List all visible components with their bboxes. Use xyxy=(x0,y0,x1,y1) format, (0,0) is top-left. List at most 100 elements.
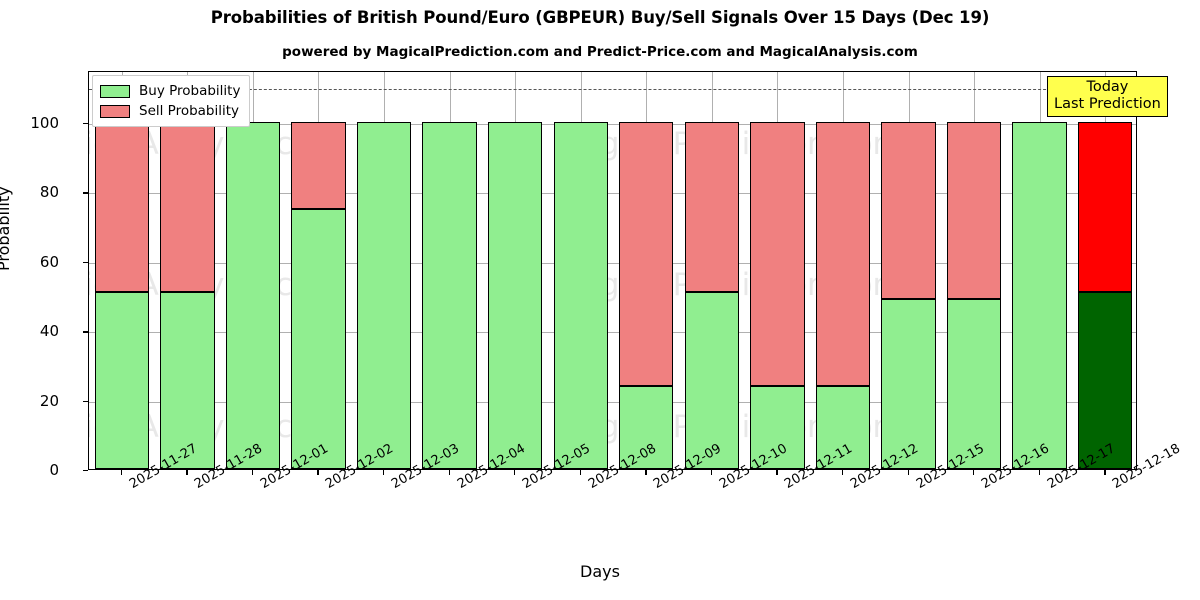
bar-segment-buy[interactable] xyxy=(225,122,281,469)
today-annotation: Today Last Prediction xyxy=(1047,76,1168,118)
bar-group[interactable] xyxy=(422,72,477,469)
x-axis-tick-label: 2025-11-27 xyxy=(127,441,200,492)
bar-segment-buy[interactable] xyxy=(94,292,149,469)
legend-label-sell: Sell Probability xyxy=(139,103,240,119)
x-axis-tick-mark xyxy=(973,470,975,475)
x-axis-tick-mark xyxy=(907,470,909,475)
x-axis-tick-label: 2025-12-17 xyxy=(1045,441,1118,492)
bar-group[interactable] xyxy=(487,72,543,469)
x-axis-tick-mark xyxy=(710,470,713,475)
gridline-horizontal xyxy=(89,124,1136,126)
x-axis-tick-mark xyxy=(317,470,319,475)
bar-group[interactable] xyxy=(356,72,412,469)
gridline-horizontal xyxy=(89,332,1136,334)
x-axis-tick-mark xyxy=(186,470,188,475)
bar-group[interactable] xyxy=(881,72,936,469)
bar-segment-buy[interactable] xyxy=(815,385,871,469)
bar-segment-buy[interactable] xyxy=(750,385,805,469)
bar-group[interactable] xyxy=(946,72,1002,469)
gridline-horizontal xyxy=(89,401,1136,403)
x-axis-tick-mark xyxy=(1104,470,1106,475)
y-axis-tick-mark xyxy=(83,331,88,333)
bar-segment-buy[interactable] xyxy=(881,299,936,469)
x-axis-tick-label: 2025-12-05 xyxy=(520,441,593,492)
today-annotation-line2: Last Prediction xyxy=(1054,96,1161,113)
x-axis-tick-mark xyxy=(383,470,385,475)
y-axis-tick-label: 100 xyxy=(30,114,59,133)
x-axis-tick-mark xyxy=(841,470,844,475)
y-axis-tick-label: 40 xyxy=(39,322,59,341)
gridline-horizontal xyxy=(89,262,1136,264)
x-axis-label: Days xyxy=(580,562,620,581)
x-axis-tick-mark xyxy=(120,470,123,475)
bar-segment-sell[interactable] xyxy=(946,122,1002,299)
bar-segment-buy[interactable] xyxy=(291,208,346,469)
plot-inner: MagicalAnalysis.comMagicalPrediction.com… xyxy=(89,72,1136,469)
bar-segment-buy[interactable] xyxy=(356,122,412,469)
bar-segment-sell[interactable] xyxy=(291,122,346,209)
x-axis-tick-label: 2025-12-11 xyxy=(782,441,855,492)
gridline-horizontal xyxy=(89,193,1136,195)
y-axis-tick-mark xyxy=(83,470,88,472)
bar-segment-sell[interactable] xyxy=(684,122,740,293)
bar-group[interactable] xyxy=(815,72,871,469)
page-title: Probabilities of British Pound/Euro (GBP… xyxy=(210,8,990,27)
bar-segment-buy[interactable] xyxy=(1012,122,1067,469)
bar-group[interactable] xyxy=(291,72,346,469)
bar-group[interactable] xyxy=(160,72,215,469)
x-axis-tick-mark xyxy=(776,470,778,475)
bar-group[interactable] xyxy=(1012,72,1067,469)
bar-group[interactable] xyxy=(553,72,608,469)
chart-subtitle: powered by MagicalPrediction.com and Pre… xyxy=(282,44,918,60)
bar-group-today[interactable] xyxy=(1078,72,1133,469)
legend-swatch-buy xyxy=(100,84,130,98)
legend-swatch-sell xyxy=(100,104,130,118)
x-axis-tick-label: 2025-12-02 xyxy=(323,441,396,492)
x-axis-tick-mark xyxy=(1038,470,1040,475)
x-axis-tick-label: 2025-12-03 xyxy=(389,441,462,492)
bar-segment-sell[interactable] xyxy=(750,122,805,386)
bar-group[interactable] xyxy=(225,72,281,469)
x-axis-tick-mark xyxy=(579,470,582,475)
y-axis-label: Probability xyxy=(0,186,13,271)
y-axis-tick-mark xyxy=(83,261,88,264)
x-axis-tick-mark xyxy=(645,470,647,475)
legend-item-sell: Sell Probability xyxy=(100,101,240,121)
bar-group[interactable] xyxy=(94,72,149,469)
y-axis-tick-label: 80 xyxy=(39,183,59,202)
bar-segment-sell[interactable] xyxy=(94,122,149,293)
today-annotation-line1: Today xyxy=(1086,79,1129,95)
legend-label-buy: Buy Probability xyxy=(139,83,241,99)
x-axis-tick-label: 2025-12-10 xyxy=(717,441,790,492)
y-axis-tick-mark xyxy=(83,123,88,125)
bar-segment-buy[interactable] xyxy=(946,299,1002,469)
bar-segment-buy[interactable] xyxy=(619,385,674,469)
x-axis-tick-mark xyxy=(448,470,450,475)
y-axis-tick-mark xyxy=(83,192,88,194)
y-axis-tick-mark xyxy=(83,400,88,402)
legend-item-buy: Buy Probability xyxy=(100,81,240,101)
x-axis-tick-label: 2025-12-16 xyxy=(979,441,1052,492)
x-axis-tick-label: 2025-12-18 xyxy=(1110,441,1184,492)
x-axis-tick-label: 2025-12-04 xyxy=(455,441,528,492)
bar-segment-sell[interactable] xyxy=(1078,122,1133,293)
bar-segment-buy[interactable] xyxy=(160,292,215,469)
bar-segment-sell[interactable] xyxy=(881,122,936,299)
bar-segment-buy[interactable] xyxy=(684,292,740,469)
bar-segment-buy[interactable] xyxy=(1078,292,1133,469)
bar-segment-sell[interactable] xyxy=(160,122,215,293)
x-axis-tick-mark xyxy=(251,470,254,475)
bar-group[interactable] xyxy=(684,72,740,469)
x-axis-tick-label: 2025-12-15 xyxy=(914,441,987,492)
bar-group[interactable] xyxy=(619,72,674,469)
x-axis-tick-label: 2025-12-09 xyxy=(651,441,724,492)
bar-segment-buy[interactable] xyxy=(553,122,608,469)
plot-area: MagicalAnalysis.comMagicalPrediction.com… xyxy=(88,71,1137,470)
bar-segment-sell[interactable] xyxy=(815,122,871,386)
bar-group[interactable] xyxy=(750,72,805,469)
y-axis-tick-label: 20 xyxy=(39,391,59,410)
bar-segment-buy[interactable] xyxy=(422,122,477,469)
y-axis-tick-label: 60 xyxy=(39,252,59,271)
bar-segment-buy[interactable] xyxy=(487,122,543,469)
bar-segment-sell[interactable] xyxy=(619,122,674,386)
